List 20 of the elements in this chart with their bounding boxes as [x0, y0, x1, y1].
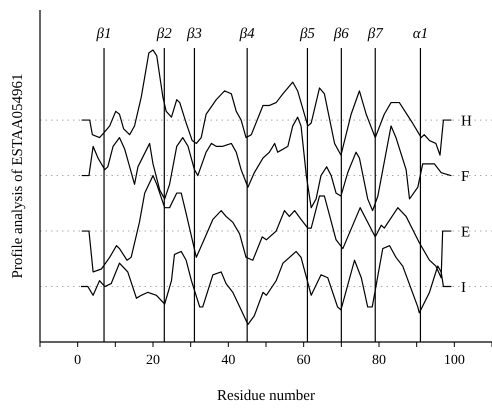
ref-line-label: α1	[412, 26, 428, 42]
series-label: I	[460, 280, 466, 296]
series-label: E	[460, 224, 470, 240]
ref-line-label: β1	[96, 26, 112, 42]
series-label: F	[460, 168, 470, 185]
ref-line-label: β6	[332, 26, 350, 42]
x-tick-label: 60	[296, 353, 311, 368]
x-axis-title: Residue number	[217, 388, 315, 404]
series-label: H	[460, 113, 472, 130]
ref-line-label: β2	[156, 26, 172, 42]
ref-line-label: β4	[238, 26, 256, 42]
ref-line-label: β5	[298, 26, 316, 42]
x-tick-label: 100	[444, 353, 465, 368]
ref-line-label: β3	[186, 26, 202, 42]
x-tick-label: 40	[221, 353, 236, 368]
x-tick-label: 0	[74, 353, 82, 368]
x-tick-label: 80	[372, 353, 386, 368]
y-axis-title: Profile analysis of ESTAA054961	[10, 73, 26, 279]
x-tick-label: 20	[146, 353, 160, 368]
ref-line-label: β7	[366, 26, 384, 42]
